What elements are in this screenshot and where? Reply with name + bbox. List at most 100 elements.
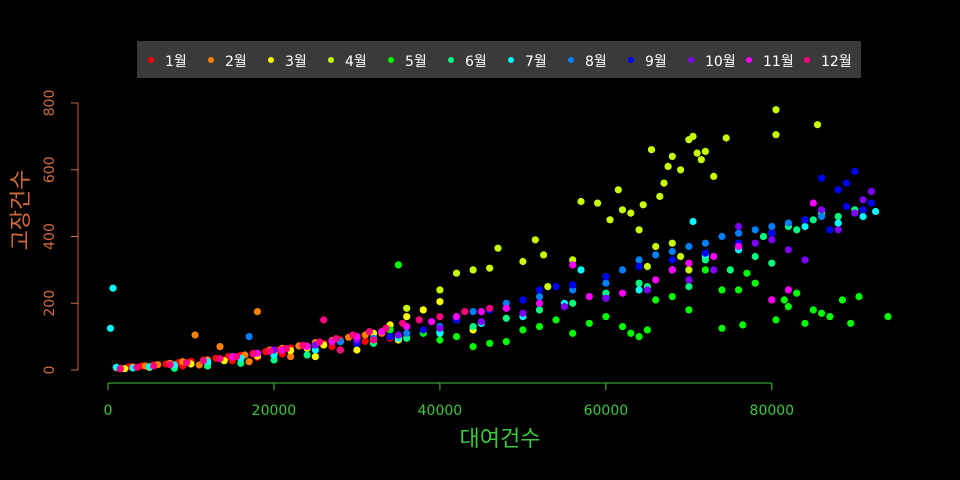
legend-swatch xyxy=(328,57,334,63)
data-point xyxy=(635,226,643,234)
data-point xyxy=(735,229,743,237)
data-point xyxy=(818,212,826,221)
data-point xyxy=(544,283,552,291)
data-point xyxy=(403,334,411,342)
data-point xyxy=(652,251,660,259)
data-point xyxy=(477,318,485,326)
data-point xyxy=(643,262,652,271)
data-point xyxy=(253,308,261,316)
data-point xyxy=(287,353,295,361)
data-point xyxy=(668,152,676,160)
data-point xyxy=(826,313,834,321)
data-point xyxy=(106,324,115,332)
data-point xyxy=(535,306,544,314)
data-point xyxy=(560,303,569,311)
data-point xyxy=(569,286,577,294)
data-point xyxy=(569,299,577,307)
data-point xyxy=(677,166,685,174)
data-point xyxy=(751,239,759,247)
y-axis-label: 고장건수 xyxy=(9,170,34,251)
points-layer xyxy=(106,106,892,373)
data-point xyxy=(109,284,117,292)
data-point xyxy=(349,331,357,339)
data-point xyxy=(639,201,647,209)
data-point xyxy=(652,242,660,251)
data-point xyxy=(150,362,158,370)
data-point xyxy=(535,286,544,294)
data-point xyxy=(818,174,826,182)
data-point xyxy=(245,333,253,341)
data-point xyxy=(735,242,743,251)
data-point xyxy=(751,279,759,287)
data-point xyxy=(834,226,842,234)
data-point xyxy=(685,266,693,274)
data-point xyxy=(494,244,502,252)
data-point xyxy=(311,346,319,354)
data-point xyxy=(668,266,676,274)
legend-swatch xyxy=(208,57,214,63)
data-point xyxy=(602,313,610,321)
data-point xyxy=(502,304,510,312)
data-point xyxy=(436,324,444,332)
data-point xyxy=(859,206,867,214)
data-point xyxy=(635,333,643,341)
data-point xyxy=(502,299,510,307)
data-point xyxy=(780,296,788,304)
legend-swatch xyxy=(268,57,274,63)
data-point xyxy=(847,319,855,327)
data-point xyxy=(793,289,801,297)
data-point xyxy=(436,286,444,294)
x-tick-label: 80000 xyxy=(750,403,795,419)
data-point xyxy=(627,329,635,337)
data-point xyxy=(452,333,461,341)
data-point xyxy=(535,323,544,331)
x-tick-label: 20000 xyxy=(252,403,297,419)
data-point xyxy=(772,316,780,324)
data-point xyxy=(436,336,444,344)
x-tick-label: 60000 xyxy=(584,403,629,419)
data-point xyxy=(859,212,867,221)
data-point xyxy=(710,172,718,180)
data-point xyxy=(552,283,560,291)
data-point xyxy=(519,309,527,317)
data-point xyxy=(486,264,494,272)
data-point xyxy=(627,209,635,217)
data-point xyxy=(718,324,726,332)
data-point xyxy=(336,346,344,354)
data-point xyxy=(710,266,718,274)
data-point xyxy=(685,306,693,314)
legend-box xyxy=(137,41,861,78)
data-point xyxy=(768,229,776,237)
data-point xyxy=(133,363,141,371)
data-point xyxy=(569,261,577,269)
data-point xyxy=(602,273,610,281)
data-point xyxy=(166,361,174,369)
legend-swatch xyxy=(628,57,634,63)
data-point xyxy=(618,289,627,297)
data-point xyxy=(428,318,436,326)
data-point xyxy=(436,298,444,306)
legend-swatch xyxy=(508,57,514,63)
data-point xyxy=(784,286,793,294)
legend-swatch xyxy=(448,57,454,63)
legend-label: 4월 xyxy=(345,54,367,70)
data-point xyxy=(469,343,477,351)
data-point xyxy=(403,329,411,337)
data-point xyxy=(635,279,643,287)
data-point xyxy=(502,338,510,346)
data-point xyxy=(689,217,697,226)
data-point xyxy=(469,308,477,316)
data-point xyxy=(726,266,734,274)
data-point xyxy=(722,134,730,142)
data-point xyxy=(552,316,560,324)
data-point xyxy=(701,239,710,247)
legend-label: 12월 xyxy=(821,54,852,70)
data-point xyxy=(394,331,402,339)
data-point xyxy=(394,261,402,269)
legend-label: 6월 xyxy=(465,54,487,70)
data-point xyxy=(436,329,444,337)
data-point xyxy=(842,202,851,211)
data-point xyxy=(602,294,610,302)
data-point xyxy=(469,266,477,274)
